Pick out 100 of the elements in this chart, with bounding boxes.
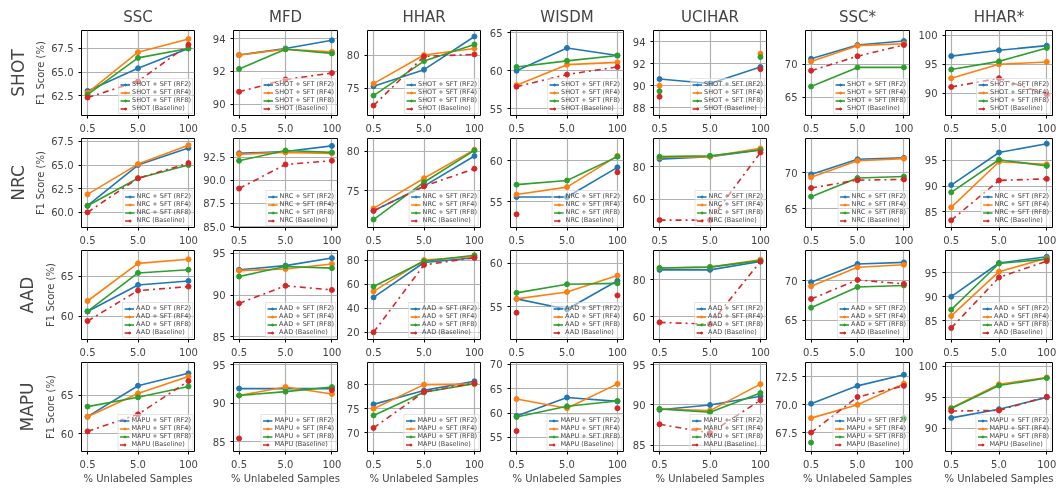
x-tick-label: 5.0: [416, 346, 432, 358]
y-tick-label: 70: [489, 359, 503, 371]
y-tick-label: 65.0: [51, 160, 74, 172]
text: AAD: [16, 276, 37, 314]
y-tick-label: 80: [346, 50, 360, 62]
y-tick-label: 90: [212, 99, 226, 111]
y-tick-label: 60: [346, 279, 360, 291]
y-tick-label: 65: [489, 383, 503, 395]
x-tick-label: 0.5: [651, 234, 668, 246]
y-tick-label: 55: [489, 301, 503, 313]
y-tick-label: 80: [346, 379, 360, 391]
y-tick-label: 60: [489, 258, 503, 270]
y-tick-label: 65: [784, 315, 798, 327]
y-tick-label: 90: [632, 400, 646, 411]
y-tick-label: 85: [924, 206, 938, 218]
x-tick-label: 0.5: [943, 122, 960, 134]
y-tick-label: 75: [346, 403, 360, 415]
x-tick-label: 100: [607, 346, 627, 358]
y-tick-label: 75: [346, 83, 360, 95]
x-tick-label: 5.0: [130, 122, 146, 134]
y-tick-label: 85.0: [203, 221, 226, 233]
x-tick-label: 0.5: [365, 122, 382, 134]
x-tick-label: 100: [750, 234, 770, 246]
x-tick-label: 100: [894, 234, 914, 246]
y-tick-label: 40: [346, 303, 360, 315]
chart-title: HHAR*: [973, 7, 1025, 26]
x-tick-label: 100: [607, 122, 627, 134]
x-axis-title: % Unlabeled Samples: [944, 472, 1054, 484]
y-tick-label: 67.5: [51, 136, 74, 148]
x-tick-label: 0.5: [79, 458, 96, 470]
text: SHOT: [7, 48, 28, 97]
chart-title: UCIHAR: [681, 7, 739, 26]
y-tick-label: 95: [212, 248, 226, 260]
x-tick-label: 0.5: [803, 458, 820, 470]
x-tick-label: 5.0: [849, 122, 866, 134]
x-tick-label: 0.5: [803, 234, 820, 246]
chart-title: MFD: [268, 7, 303, 26]
x-tick-label: 100: [894, 122, 914, 134]
x-tick-label: 100: [1037, 122, 1057, 134]
x-tick-label: 100: [464, 234, 484, 246]
y-tick-label: 85: [212, 436, 226, 448]
x-tick-label: 5.0: [849, 458, 866, 470]
x-tick-label: 100: [1037, 234, 1057, 246]
y-tick-label: 62.5: [51, 90, 74, 102]
y-tick-label: 70: [784, 59, 798, 71]
y-tick-label: 94: [212, 33, 226, 45]
y-tick-label: 70: [784, 275, 798, 287]
y-tick-label: 62.5: [51, 183, 74, 195]
x-tick-label: 100: [322, 458, 342, 470]
y-tick-label: 65: [489, 27, 503, 39]
x-tick-label: 0.5: [365, 346, 382, 358]
x-tick-label: 0.5: [651, 122, 668, 134]
y-tick-label: 60: [632, 194, 646, 206]
x-tick-label: 0.5: [508, 458, 525, 470]
x-tick-label: 5.0: [559, 458, 575, 470]
y-tick-label: 60: [489, 408, 503, 420]
y-tick-label: 60: [60, 311, 74, 323]
x-tick-label: 5.0: [277, 234, 294, 246]
x-tick-label: 0.5: [508, 346, 525, 358]
y-tick-label: 94: [632, 36, 646, 48]
x-axis-title: % Unlabeled Samples: [369, 472, 479, 484]
y-tick-label: 90: [924, 181, 938, 193]
y-tick-label: 90: [924, 88, 938, 100]
chart-title: WISDM: [540, 7, 594, 26]
y-tick-label: 95: [924, 267, 938, 279]
y-tick-label: 70: [784, 167, 798, 179]
x-tick-label: 5.0: [849, 234, 866, 246]
chart-title: SSC: [123, 7, 153, 26]
y-tick-label: 95: [212, 359, 226, 371]
x-tick-label: 100: [750, 346, 770, 358]
y-tick-label: 60: [60, 428, 74, 440]
x-tick-label: 0.5: [508, 234, 525, 246]
y-tick-label: 72.5: [775, 371, 798, 383]
x-tick-label: 5.0: [416, 234, 432, 246]
x-tick-label: 0.5: [231, 122, 248, 134]
y-tick-label: 85: [212, 331, 226, 343]
y-tick-label: 90: [924, 423, 938, 435]
y-tick-label: 95: [924, 59, 938, 71]
y-tick-label: 90: [212, 290, 226, 301]
x-tick-label: 0.5: [943, 234, 960, 246]
x-tick-label: 5.0: [416, 458, 432, 470]
y-tick-label: 65: [60, 271, 74, 283]
y-tick-label: 65: [784, 203, 798, 215]
x-axis-title: % Unlabeled Samples: [803, 472, 912, 484]
x-tick-label: 100: [464, 458, 484, 470]
x-tick-label: 100: [1037, 458, 1057, 470]
y-tick-label: 75: [346, 185, 360, 197]
x-axis-title: % Unlabeled Samples: [655, 472, 765, 484]
x-tick-label: 5.0: [991, 346, 1007, 358]
x-tick-label: 0.5: [231, 458, 248, 470]
y-tick-label: 70.0: [775, 399, 798, 411]
y-tick-label: 65.0: [51, 67, 74, 79]
x-tick-label: 100: [607, 234, 627, 246]
x-tick-label: 0.5: [79, 122, 96, 134]
y-tick-label: 85: [924, 315, 938, 327]
x-axis-title: % Unlabeled Samples: [512, 472, 622, 484]
x-tick-label: 0.5: [231, 346, 248, 358]
y-tick-label: 65: [60, 390, 74, 401]
y-tick-label: 95: [632, 359, 646, 371]
text: MAPU: [16, 382, 37, 432]
